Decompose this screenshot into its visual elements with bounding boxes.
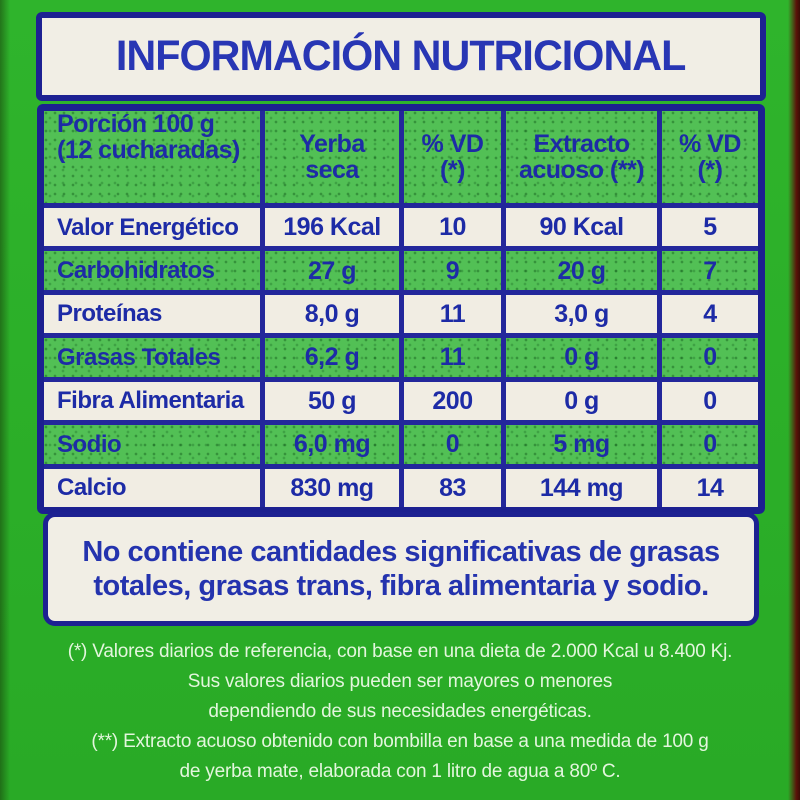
footnote-line: de yerba mate, elaborada con 1 litro de … (179, 761, 621, 782)
nutrient-label-cell: Sodio (44, 425, 260, 464)
note-line: No contiene cantidades significativas de… (82, 535, 720, 568)
extracto-value-cell: 90 Kcal (506, 208, 657, 247)
vd-extracto-value-cell: 5 (662, 208, 758, 247)
vd-extracto-value-cell: 0 (662, 338, 758, 377)
vd-yerba-value-cell: 11 (404, 338, 501, 377)
yerba-seca-value-cell: 830 mg (265, 468, 399, 507)
nutrient-label-cell: Calcio (44, 468, 260, 507)
yerba-seca-value-cell: 8,0 g (265, 294, 399, 334)
footnote-line: (*) Valores diarios de referencia, con b… (67, 641, 733, 662)
header-cell-vd-extracto: % VD (*) (662, 111, 758, 203)
extracto-value-cell: 5 mg (506, 425, 657, 464)
extracto-value-cell: 144 mg (506, 468, 657, 507)
header-line: (*) (440, 156, 465, 184)
nutrient-label-cell: Valor Energético (44, 208, 260, 247)
header-line: Yerba (299, 129, 365, 158)
vd-yerba-value-cell: 11 (404, 294, 501, 334)
note-line: totales, grasas trans, fibra alimentaria… (93, 570, 709, 602)
vd-yerba-value-cell: 10 (404, 208, 501, 247)
no-significant-amounts-note: No contiene cantidades significativas de… (43, 512, 759, 626)
page-title: INFORMACIÓN NUTRICIONAL (116, 32, 687, 80)
header-cell-vd-yerba: % VD (*) (404, 111, 501, 203)
title-banner: INFORMACIÓN NUTRICIONAL (36, 12, 766, 101)
extracto-value-cell: 3,0 g (506, 294, 657, 334)
nutrient-label-cell: Carbohidratos (44, 251, 260, 290)
vd-extracto-value-cell: 7 (662, 251, 758, 290)
nutrition-table: Porción 100 g (12 cucharadas) Yerba seca… (37, 104, 765, 514)
yerba-seca-value-cell: 6,0 mg (265, 425, 399, 464)
package-left-edge (0, 0, 10, 800)
footnote-line: (**) Extracto acuoso obtenido con bombil… (91, 731, 709, 752)
vd-extracto-value-cell: 4 (662, 294, 758, 334)
footnote-line: Sus valores diarios pueden ser mayores o… (187, 671, 613, 692)
header-cell-porcion: Porción 100 g (12 cucharadas) (44, 111, 260, 203)
header-line: Extracto (533, 129, 630, 158)
header-line: % VD (679, 129, 741, 158)
header-line: Porción 100 g (57, 111, 215, 138)
extracto-value-cell: 0 g (506, 338, 657, 377)
extracto-value-cell: 0 g (506, 381, 657, 421)
vd-yerba-value-cell: 200 (404, 381, 501, 421)
header-line: % VD (421, 129, 484, 158)
nutrient-label-cell: Proteínas (44, 294, 260, 334)
nutrient-label-cell: Fibra Alimentaria (44, 381, 260, 421)
vd-yerba-value-cell: 0 (404, 425, 501, 464)
package-right-edge (788, 0, 800, 800)
yerba-seca-value-cell: 6,2 g (265, 338, 399, 377)
header-line: seca (305, 156, 359, 184)
footnotes-block: (*) Valores diarios de referencia, con b… (0, 637, 800, 787)
extracto-value-cell: 20 g (506, 251, 657, 290)
yerba-seca-value-cell: 196 Kcal (265, 208, 399, 247)
header-line: (*) (697, 156, 723, 184)
yerba-seca-value-cell: 50 g (265, 381, 399, 421)
header-line: (12 cucharadas) (57, 136, 240, 165)
vd-extracto-value-cell: 14 (662, 468, 758, 507)
header-cell-extracto: Extracto acuoso (**) (506, 111, 657, 203)
vd-yerba-value-cell: 83 (404, 468, 501, 507)
vd-extracto-value-cell: 0 (662, 381, 758, 421)
yerba-seca-value-cell: 27 g (265, 251, 399, 290)
header-cell-yerba-seca: Yerba seca (265, 111, 399, 203)
nutrient-label-cell: Grasas Totales (44, 338, 260, 377)
vd-yerba-value-cell: 9 (404, 251, 501, 290)
vd-extracto-value-cell: 0 (662, 425, 758, 464)
footnote-line: dependiendo de sus necesidades energétic… (208, 701, 592, 722)
header-line: acuoso (**) (518, 156, 645, 184)
